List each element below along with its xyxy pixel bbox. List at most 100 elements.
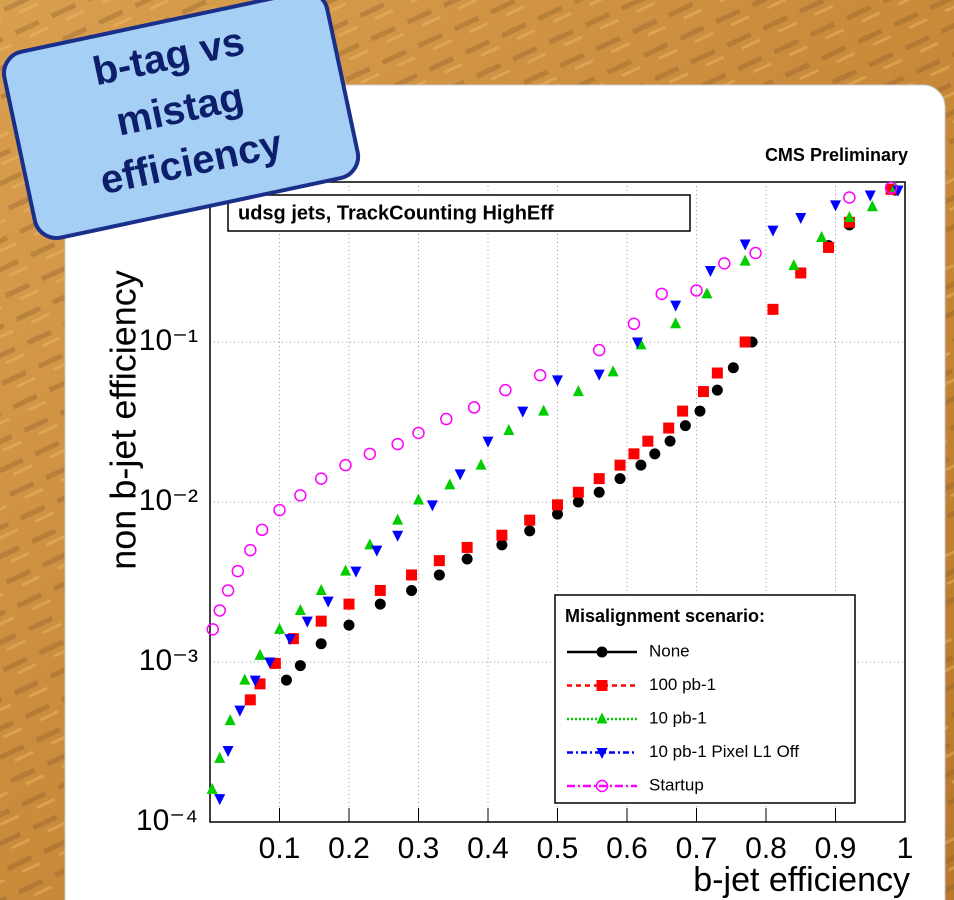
- marker: [655, 287, 668, 301]
- annotation: CMS Preliminary: [765, 145, 908, 165]
- y-axis-label: non b-jet efficiency: [103, 270, 144, 570]
- legend-label: 10 pb-1 Pixel L1 Off: [649, 742, 799, 761]
- marker: [614, 459, 626, 471]
- marker: [280, 674, 292, 686]
- marker: [596, 748, 608, 759]
- marker: [596, 646, 608, 658]
- marker: [718, 257, 731, 270]
- marker: [614, 473, 626, 485]
- marker: [823, 241, 835, 253]
- legend-label: 100 pb-1: [649, 675, 716, 694]
- marker: [254, 678, 266, 690]
- marker: [461, 541, 473, 553]
- marker: [239, 673, 251, 685]
- marker: [374, 584, 386, 596]
- marker: [392, 513, 404, 525]
- marker: [593, 369, 605, 381]
- marker: [406, 569, 418, 581]
- marker: [595, 779, 609, 793]
- marker: [795, 267, 807, 279]
- marker: [739, 336, 751, 348]
- marker: [572, 385, 584, 397]
- marker: [314, 472, 328, 485]
- marker: [496, 529, 508, 541]
- x-tick-label: 0.7: [676, 832, 718, 865]
- marker: [244, 543, 257, 557]
- marker: [406, 584, 418, 596]
- marker: [739, 254, 751, 266]
- marker: [843, 210, 855, 222]
- marker: [475, 458, 487, 470]
- x-tick-label: 0.4: [467, 832, 509, 865]
- marker: [795, 212, 807, 224]
- y-tick-label: 10⁻³: [139, 644, 198, 677]
- marker: [503, 423, 515, 435]
- legend-label: Startup: [649, 775, 704, 794]
- marker: [631, 337, 643, 349]
- y-tick-label: 10⁻⁴: [136, 804, 198, 837]
- marker: [371, 545, 383, 557]
- marker: [391, 437, 404, 451]
- y-tick-label: 10⁻²: [139, 484, 198, 517]
- marker: [767, 225, 779, 237]
- x-tick-label: 0.3: [398, 832, 440, 865]
- x-tick-label: 0.6: [606, 832, 648, 865]
- marker: [866, 200, 878, 212]
- marker: [677, 405, 689, 417]
- marker: [816, 230, 828, 242]
- marker: [294, 603, 306, 615]
- marker: [572, 486, 584, 498]
- marker: [444, 478, 456, 490]
- marker: [322, 596, 334, 608]
- marker: [315, 583, 327, 595]
- marker: [679, 420, 691, 432]
- title-box: [1, 0, 361, 241]
- marker: [892, 185, 904, 197]
- marker: [635, 459, 647, 471]
- legend-label: 10 pb-1: [649, 708, 707, 727]
- marker: [701, 287, 713, 299]
- marker: [301, 616, 313, 628]
- marker: [517, 406, 529, 418]
- marker: [885, 183, 897, 195]
- marker: [340, 564, 352, 576]
- x-tick-label: 0.2: [328, 832, 370, 865]
- legend-box: [554, 594, 856, 804]
- marker: [664, 435, 676, 447]
- marker: [767, 303, 779, 315]
- marker: [214, 794, 226, 806]
- marker: [533, 368, 547, 382]
- plot-frame: [209, 181, 906, 823]
- marker: [596, 712, 608, 724]
- marker: [426, 500, 438, 512]
- marker: [461, 553, 473, 565]
- marker: [264, 657, 276, 669]
- marker: [499, 383, 512, 397]
- marker: [214, 751, 226, 763]
- marker: [711, 384, 723, 396]
- marker: [663, 422, 675, 434]
- x-tick-label: 0.9: [815, 832, 857, 865]
- legend-title: Misalignment scenario:: [565, 606, 765, 626]
- y-tick-label: 10⁻¹: [139, 324, 198, 357]
- marker: [496, 539, 508, 551]
- marker: [440, 412, 453, 426]
- marker: [467, 401, 481, 414]
- marker: [552, 499, 563, 511]
- marker: [670, 317, 682, 329]
- x-tick-label: 0.5: [537, 832, 579, 865]
- marker: [572, 496, 584, 508]
- marker: [697, 386, 709, 398]
- marker: [363, 447, 377, 461]
- x-tick-label: 1: [897, 832, 914, 865]
- marker: [552, 508, 563, 520]
- marker: [607, 365, 619, 377]
- marker: [343, 619, 355, 631]
- marker: [213, 604, 226, 617]
- marker: [690, 284, 703, 297]
- marker: [482, 436, 494, 448]
- marker: [864, 190, 876, 202]
- marker: [222, 745, 234, 757]
- marker: [234, 705, 246, 717]
- marker: [433, 569, 445, 581]
